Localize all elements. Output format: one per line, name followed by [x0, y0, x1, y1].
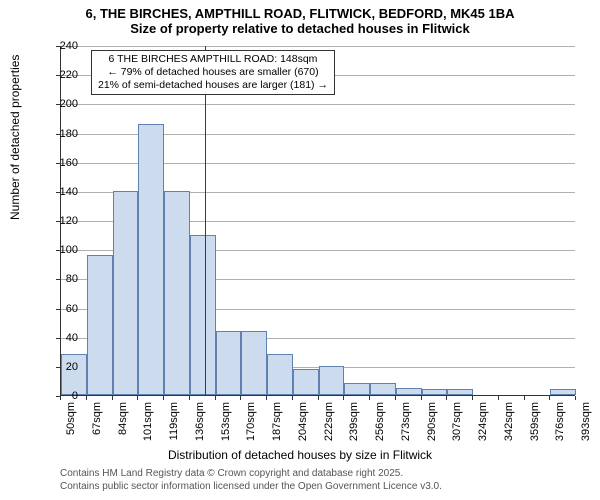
- y-tick-mark: [56, 309, 60, 310]
- x-tick-label: 67sqm: [91, 402, 103, 447]
- annotation-line: 6 THE BIRCHES AMPTHILL ROAD: 148sqm: [98, 53, 328, 66]
- x-tick-mark: [215, 396, 216, 400]
- x-tick-label: 50sqm: [65, 402, 77, 447]
- x-tick-label: 222sqm: [323, 402, 335, 447]
- x-tick-label: 153sqm: [220, 402, 232, 447]
- x-tick-mark: [395, 396, 396, 400]
- histogram-bar: [190, 235, 216, 395]
- x-axis-label: Distribution of detached houses by size …: [0, 448, 600, 462]
- x-tick-mark: [137, 396, 138, 400]
- x-tick-label: 84sqm: [117, 402, 129, 447]
- y-tick-mark: [56, 279, 60, 280]
- annotation-line: ← 79% of detached houses are smaller (67…: [98, 66, 328, 79]
- x-tick-label: 204sqm: [297, 402, 309, 447]
- x-tick-mark: [189, 396, 190, 400]
- x-tick-mark: [343, 396, 344, 400]
- x-tick-mark: [240, 396, 241, 400]
- histogram-bar: [293, 369, 319, 395]
- histogram-bar: [319, 366, 345, 395]
- y-tick-mark: [56, 163, 60, 164]
- x-tick-mark: [524, 396, 525, 400]
- x-tick-label: 187sqm: [271, 402, 283, 447]
- title-main: 6, THE BIRCHES, AMPTHILL ROAD, FLITWICK,…: [0, 0, 600, 21]
- y-tick-label: 80: [66, 273, 78, 285]
- x-tick-label: 256sqm: [374, 402, 386, 447]
- y-tick-label: 140: [60, 186, 78, 198]
- y-tick-mark: [56, 338, 60, 339]
- footer-copyright-1: Contains HM Land Registry data © Crown c…: [60, 468, 403, 479]
- y-tick-label: 160: [60, 157, 78, 169]
- x-tick-label: 273sqm: [400, 402, 412, 447]
- y-tick-mark: [56, 221, 60, 222]
- histogram-bar: [216, 331, 242, 395]
- x-tick-mark: [498, 396, 499, 400]
- x-tick-mark: [318, 396, 319, 400]
- x-tick-label: 393sqm: [580, 402, 592, 447]
- y-tick-mark: [56, 192, 60, 193]
- y-axis-label: Number of detached properties: [8, 55, 22, 220]
- histogram-bar: [138, 124, 164, 395]
- y-tick-label: 0: [72, 390, 78, 402]
- x-tick-mark: [266, 396, 267, 400]
- x-tick-label: 136sqm: [194, 402, 206, 447]
- x-tick-label: 359sqm: [529, 402, 541, 447]
- y-tick-label: 40: [66, 332, 78, 344]
- x-tick-mark: [446, 396, 447, 400]
- histogram-bar: [113, 191, 139, 395]
- x-tick-label: 342sqm: [503, 402, 515, 447]
- x-tick-label: 239sqm: [348, 402, 360, 447]
- x-tick-mark: [60, 396, 61, 400]
- footer-copyright-2: Contains public sector information licen…: [60, 481, 442, 492]
- histogram-bar: [241, 331, 267, 395]
- x-tick-label: 376sqm: [554, 402, 566, 447]
- x-tick-mark: [549, 396, 550, 400]
- y-tick-label: 240: [60, 40, 78, 52]
- y-tick-label: 20: [66, 361, 78, 373]
- y-tick-mark: [56, 46, 60, 47]
- y-tick-label: 60: [66, 303, 78, 315]
- y-tick-label: 100: [60, 244, 78, 256]
- y-tick-label: 220: [60, 69, 78, 81]
- y-tick-label: 200: [60, 98, 78, 110]
- x-tick-mark: [112, 396, 113, 400]
- x-tick-mark: [163, 396, 164, 400]
- histogram-bar: [267, 354, 293, 395]
- x-tick-mark: [292, 396, 293, 400]
- histogram-bar: [344, 383, 370, 395]
- x-tick-mark: [86, 396, 87, 400]
- x-tick-label: 324sqm: [477, 402, 489, 447]
- x-tick-mark: [575, 396, 576, 400]
- annotation-box: 6 THE BIRCHES AMPTHILL ROAD: 148sqm← 79%…: [91, 50, 335, 95]
- histogram-bar: [396, 388, 422, 395]
- property-marker-line: [205, 46, 206, 395]
- y-tick-mark: [56, 367, 60, 368]
- x-tick-mark: [369, 396, 370, 400]
- histogram-bar: [87, 255, 113, 395]
- x-tick-label: 101sqm: [142, 402, 154, 447]
- histogram-bar: [164, 191, 190, 395]
- y-tick-label: 120: [60, 215, 78, 227]
- histogram-bar: [447, 389, 473, 395]
- y-tick-mark: [56, 134, 60, 135]
- y-tick-mark: [56, 75, 60, 76]
- histogram-bar: [550, 389, 576, 395]
- x-tick-mark: [421, 396, 422, 400]
- y-tick-mark: [56, 104, 60, 105]
- title-sub: Size of property relative to detached ho…: [0, 21, 600, 40]
- x-tick-label: 307sqm: [451, 402, 463, 447]
- grid-line: [61, 104, 575, 105]
- annotation-line: 21% of semi-detached houses are larger (…: [98, 79, 328, 92]
- histogram-bar: [422, 389, 448, 395]
- y-tick-label: 180: [60, 128, 78, 140]
- x-tick-label: 119sqm: [168, 402, 180, 447]
- y-tick-mark: [56, 250, 60, 251]
- x-tick-mark: [472, 396, 473, 400]
- x-tick-label: 170sqm: [245, 402, 257, 447]
- x-tick-label: 290sqm: [426, 402, 438, 447]
- grid-line: [61, 46, 575, 47]
- histogram-bar: [370, 383, 396, 395]
- histogram-chart: 6 THE BIRCHES AMPTHILL ROAD: 148sqm← 79%…: [60, 46, 575, 396]
